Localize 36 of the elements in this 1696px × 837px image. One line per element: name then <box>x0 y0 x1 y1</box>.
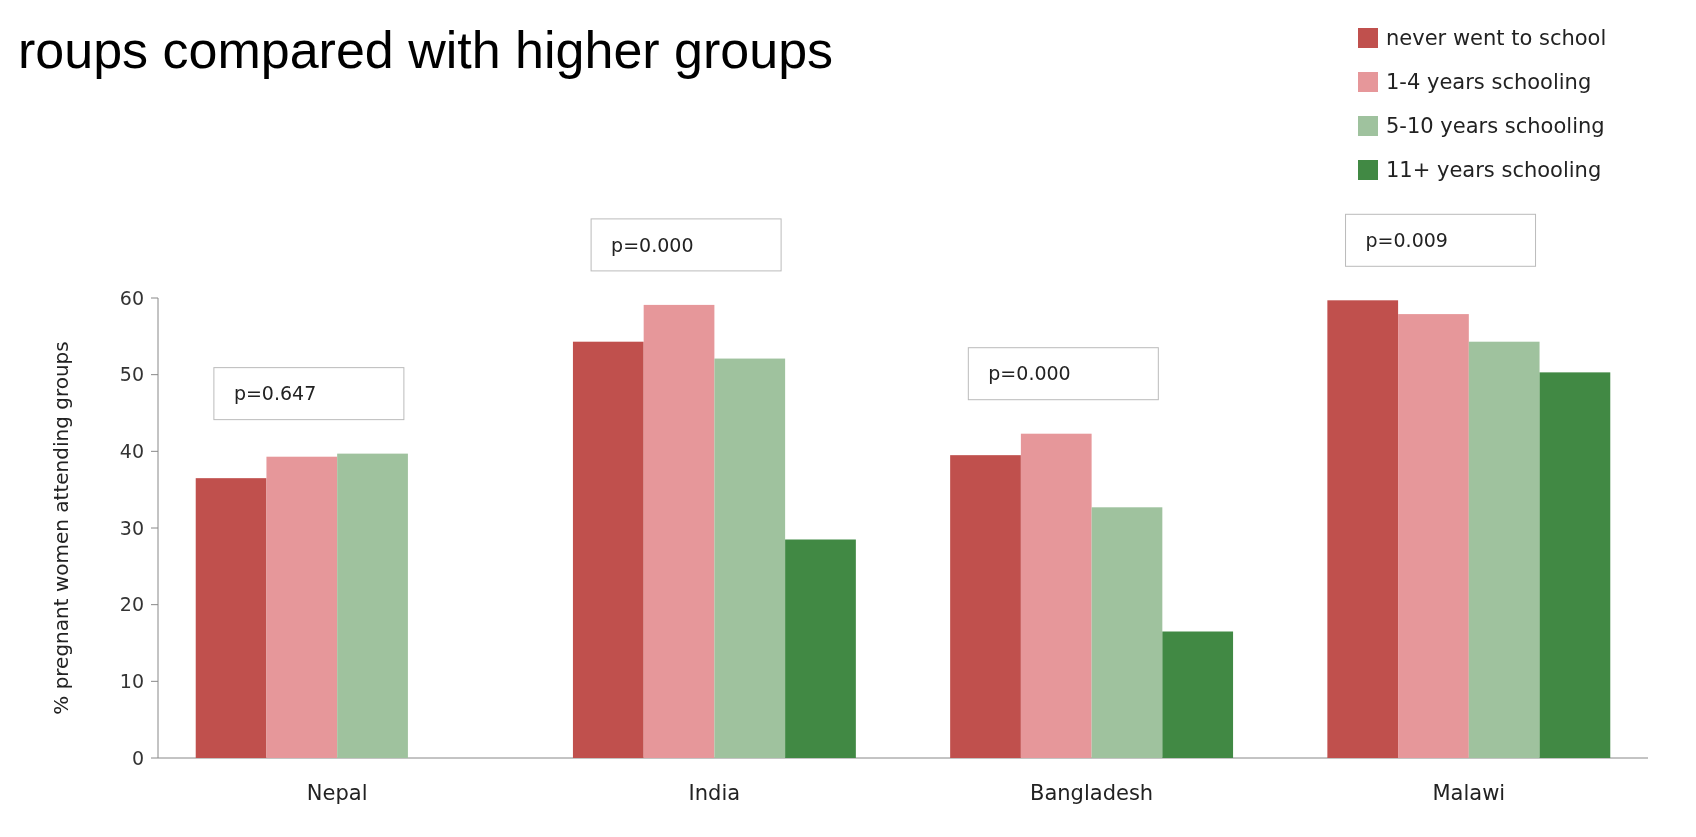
y-tick-label: 0 <box>131 746 144 769</box>
bar <box>643 304 715 758</box>
legend-label: 11+ years schooling <box>1386 158 1602 183</box>
legend-label: 1-4 years schooling <box>1386 70 1592 95</box>
y-tick-label: 40 <box>119 439 144 462</box>
bar <box>266 456 338 758</box>
annotation: p=0.000 <box>988 362 1071 385</box>
bar <box>950 455 1021 758</box>
bar <box>1020 433 1092 758</box>
text: p=0.009 <box>1365 228 1448 251</box>
bar <box>1327 300 1399 758</box>
y-tick-label: 10 <box>119 669 144 692</box>
y-tick-label: 50 <box>119 363 144 386</box>
bar <box>785 539 856 758</box>
bar <box>1162 631 1234 758</box>
bar <box>1468 341 1540 758</box>
annotation: p=0.647 <box>233 382 317 405</box>
chart-title: roups compared with higher groups <box>18 21 834 79</box>
bar <box>714 358 786 758</box>
y-tick-label: 30 <box>119 516 144 539</box>
y-tick-label: 60 <box>119 286 144 309</box>
y-axis-title: % pregnant women attending groups <box>49 341 73 715</box>
bar <box>195 478 267 758</box>
bar <box>1091 507 1163 758</box>
bar <box>1398 314 1469 758</box>
text: p=0.000 <box>611 233 694 256</box>
bar <box>572 341 644 758</box>
x-tick-label: Malawi <box>1432 781 1506 805</box>
bar <box>337 453 408 758</box>
x-tick-label: India <box>688 781 741 805</box>
legend-label: 5-10 years schooling <box>1386 114 1605 139</box>
y-tick-label: 20 <box>119 593 144 616</box>
x-tick-label: Nepal <box>306 781 368 805</box>
bar <box>1539 372 1611 758</box>
x-tick-label: Bangladesh <box>1030 781 1154 805</box>
legend-label: never went to school <box>1386 26 1607 51</box>
